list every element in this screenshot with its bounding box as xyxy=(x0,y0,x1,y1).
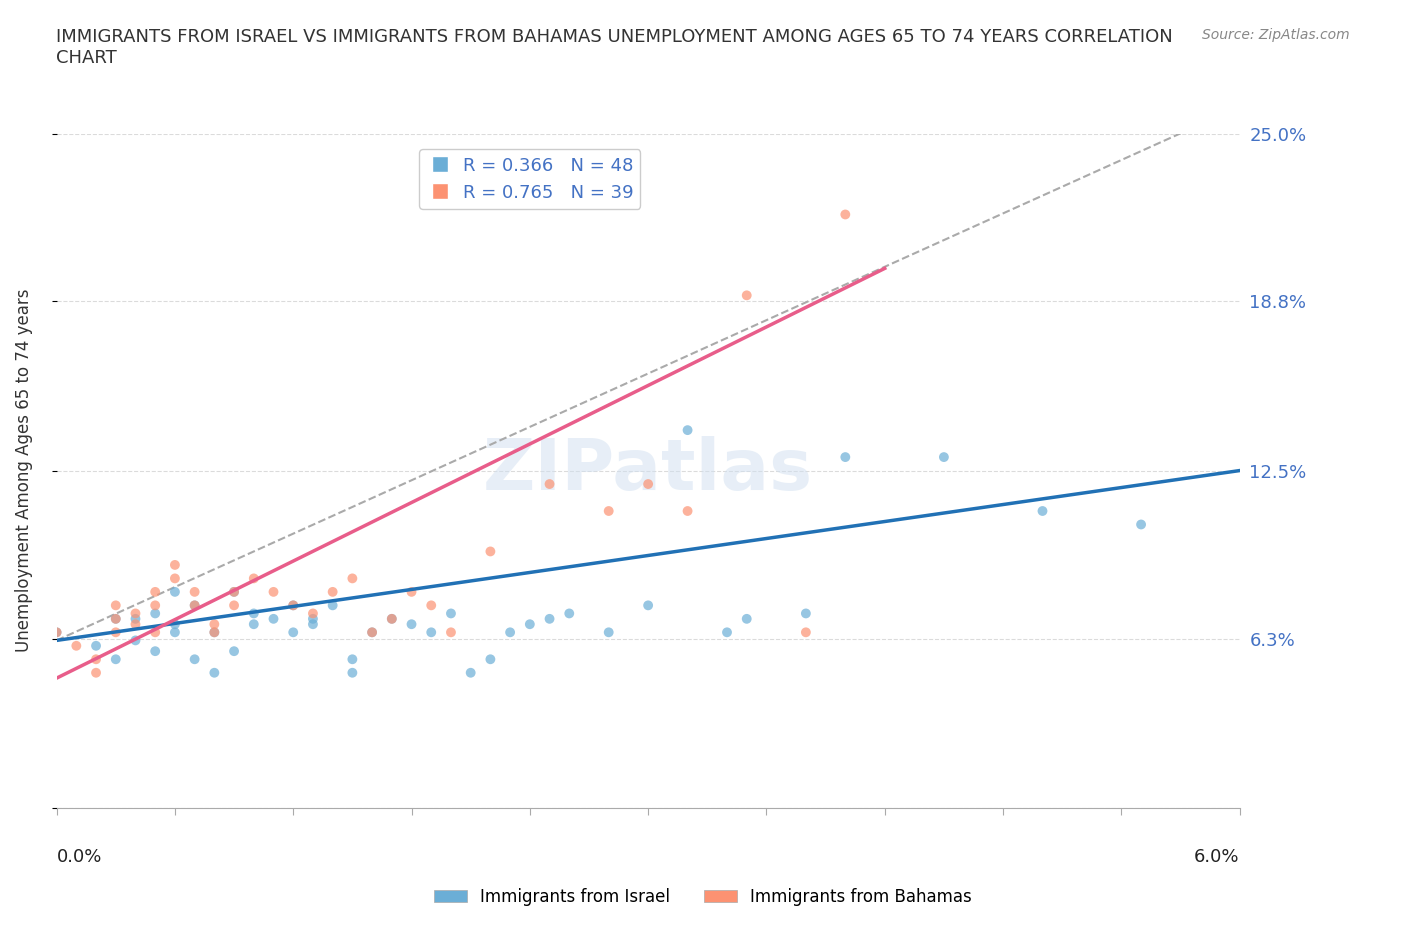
Point xyxy=(84,638,107,653)
Point xyxy=(202,617,225,631)
Point xyxy=(283,625,305,640)
Point xyxy=(558,606,581,621)
Point xyxy=(637,598,659,613)
Point xyxy=(342,665,364,680)
Point xyxy=(538,476,561,491)
Point xyxy=(84,665,107,680)
Point xyxy=(243,606,266,621)
Point xyxy=(401,584,423,599)
Point xyxy=(202,625,225,640)
Point xyxy=(676,503,699,518)
Point xyxy=(45,625,67,640)
Point xyxy=(104,611,127,626)
Point xyxy=(538,611,561,626)
Point xyxy=(499,625,522,640)
Point xyxy=(932,449,955,464)
Point xyxy=(124,606,146,621)
Point xyxy=(401,617,423,631)
Point xyxy=(263,611,285,626)
Point xyxy=(143,644,166,658)
Point xyxy=(163,625,186,640)
Point xyxy=(124,633,146,648)
Point xyxy=(676,423,699,438)
Point xyxy=(222,584,245,599)
Point xyxy=(163,584,186,599)
Point xyxy=(283,598,305,613)
Point xyxy=(65,638,87,653)
Point xyxy=(1130,517,1153,532)
Point xyxy=(440,606,463,621)
Point xyxy=(519,617,541,631)
Point xyxy=(716,625,738,640)
Text: ZIPatlas: ZIPatlas xyxy=(484,436,813,505)
Point xyxy=(124,611,146,626)
Point xyxy=(104,611,127,626)
Point xyxy=(479,652,502,667)
Point xyxy=(124,617,146,631)
Y-axis label: Unemployment Among Ages 65 to 74 years: Unemployment Among Ages 65 to 74 years xyxy=(15,289,32,652)
Point xyxy=(735,611,758,626)
Point xyxy=(598,503,620,518)
Point xyxy=(322,584,344,599)
Point xyxy=(222,644,245,658)
Point xyxy=(45,625,67,640)
Point xyxy=(183,652,205,667)
Point xyxy=(222,584,245,599)
Point xyxy=(243,571,266,586)
Point xyxy=(143,625,166,640)
Point xyxy=(222,598,245,613)
Point xyxy=(735,288,758,303)
Point xyxy=(283,598,305,613)
Legend: R = 0.366   N = 48, R = 0.765   N = 39: R = 0.366 N = 48, R = 0.765 N = 39 xyxy=(419,150,640,209)
Point xyxy=(598,625,620,640)
Point xyxy=(322,598,344,613)
Point xyxy=(834,449,856,464)
Point xyxy=(202,625,225,640)
Point xyxy=(361,625,384,640)
Text: 0.0%: 0.0% xyxy=(56,848,103,866)
Text: IMMIGRANTS FROM ISRAEL VS IMMIGRANTS FROM BAHAMAS UNEMPLOYMENT AMONG AGES 65 TO : IMMIGRANTS FROM ISRAEL VS IMMIGRANTS FRO… xyxy=(56,28,1173,67)
Point xyxy=(84,652,107,667)
Point xyxy=(794,606,817,621)
Point xyxy=(183,598,205,613)
Point xyxy=(342,652,364,667)
Point xyxy=(440,625,463,640)
Point xyxy=(834,207,856,222)
Point xyxy=(143,606,166,621)
Point xyxy=(302,617,325,631)
Point xyxy=(104,652,127,667)
Point xyxy=(243,617,266,631)
Point xyxy=(381,611,404,626)
Point xyxy=(479,544,502,559)
Point xyxy=(1031,503,1053,518)
Point xyxy=(163,571,186,586)
Point xyxy=(163,557,186,572)
Text: Source: ZipAtlas.com: Source: ZipAtlas.com xyxy=(1202,28,1350,42)
Point xyxy=(637,476,659,491)
Point xyxy=(302,611,325,626)
Point xyxy=(183,584,205,599)
Point xyxy=(143,598,166,613)
Point xyxy=(302,606,325,621)
Point xyxy=(163,617,186,631)
Point xyxy=(794,625,817,640)
Point xyxy=(460,665,482,680)
Point xyxy=(420,598,443,613)
Point xyxy=(420,625,443,640)
Point xyxy=(104,625,127,640)
Point xyxy=(263,584,285,599)
Text: 6.0%: 6.0% xyxy=(1194,848,1240,866)
Point xyxy=(183,598,205,613)
Point xyxy=(361,625,384,640)
Point xyxy=(342,571,364,586)
Legend: Immigrants from Israel, Immigrants from Bahamas: Immigrants from Israel, Immigrants from … xyxy=(427,881,979,912)
Point xyxy=(381,611,404,626)
Point xyxy=(202,665,225,680)
Point xyxy=(143,584,166,599)
Point xyxy=(104,598,127,613)
